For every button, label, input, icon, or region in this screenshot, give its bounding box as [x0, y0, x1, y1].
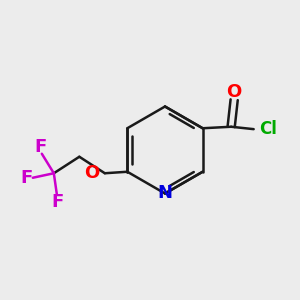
Text: O: O	[84, 164, 99, 182]
Text: F: F	[51, 193, 64, 211]
Text: F: F	[21, 169, 33, 187]
Text: O: O	[226, 83, 242, 101]
Text: Cl: Cl	[259, 120, 277, 138]
Text: F: F	[34, 138, 46, 156]
Text: N: N	[158, 184, 172, 202]
